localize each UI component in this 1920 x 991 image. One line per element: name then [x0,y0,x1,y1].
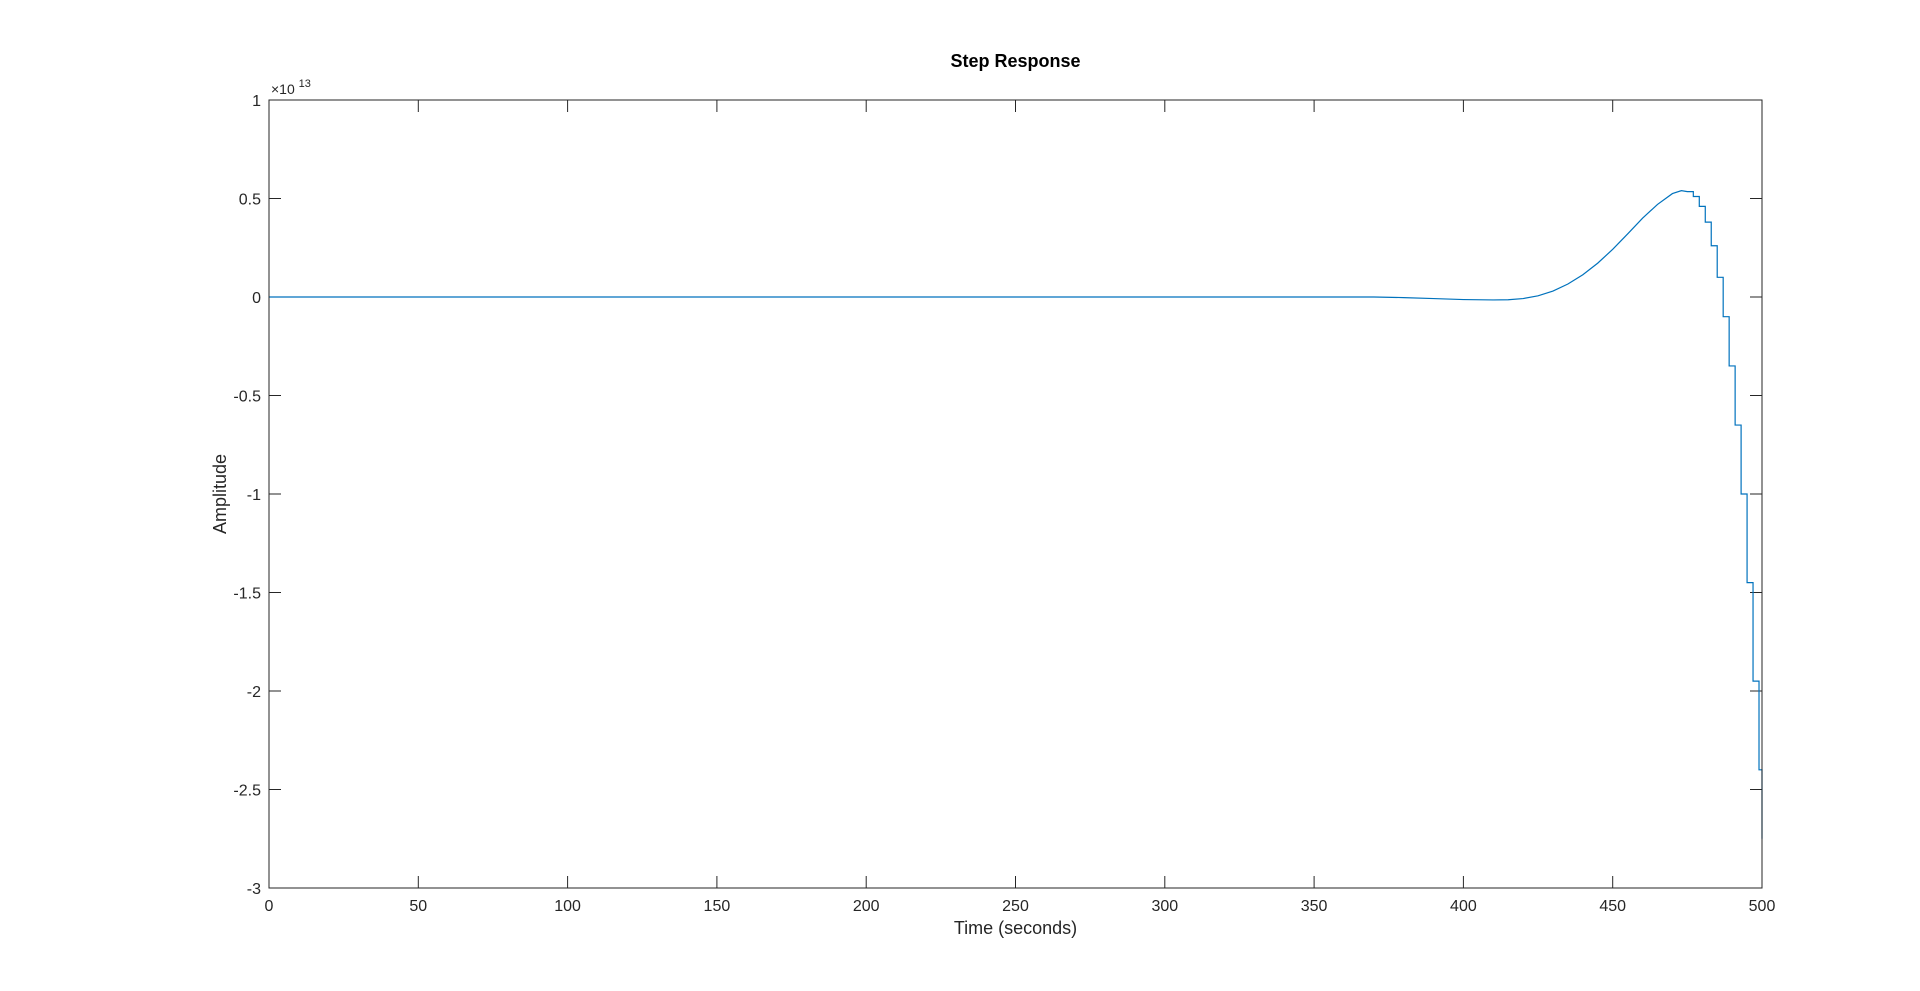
x-tick-label: 200 [853,898,880,915]
x-tick-label: 0 [265,898,274,915]
x-tick-labels: 0 50 100 150 200 250 300 350 400 450 500 [265,898,1776,915]
y-tick-label: -1.5 [233,586,261,603]
x-tick-label: 400 [1450,898,1477,915]
y-tick-label: -0.5 [233,389,261,406]
y-tick-label: 0 [252,290,261,307]
y-axis-label: Amplitude [210,454,230,534]
y-exponent-prefix: ×10 [271,81,295,97]
chart-title: Step Response [950,51,1080,71]
x-tick-label: 350 [1301,898,1328,915]
y-exponent-power: 13 [299,78,311,90]
x-tick-label: 50 [409,898,427,915]
y-tick-labels: -3 -2.5 -2 -1.5 -1 -0.5 0 0.5 1 [233,93,261,898]
y-tick-label: 0.5 [239,192,261,209]
x-axis-label: Time (seconds) [954,918,1077,938]
y-tick-label: 1 [252,93,261,110]
y-tick-label: -2.5 [233,783,261,800]
x-tick-label: 450 [1599,898,1626,915]
plot-area [269,100,1762,888]
y-tick-label: -1 [247,487,261,504]
x-tick-label: 100 [554,898,581,915]
axes-box [268,99,1763,889]
x-tick-label: 150 [704,898,731,915]
y-axis-exponent: ×10 13 [271,78,311,97]
step-response-line [269,190,1763,839]
y-tick-label: -2 [247,684,261,701]
y-tick-label: -3 [247,881,261,898]
x-tick-label: 250 [1002,898,1029,915]
x-tick-label: 300 [1151,898,1178,915]
x-tick-label: 500 [1749,898,1776,915]
